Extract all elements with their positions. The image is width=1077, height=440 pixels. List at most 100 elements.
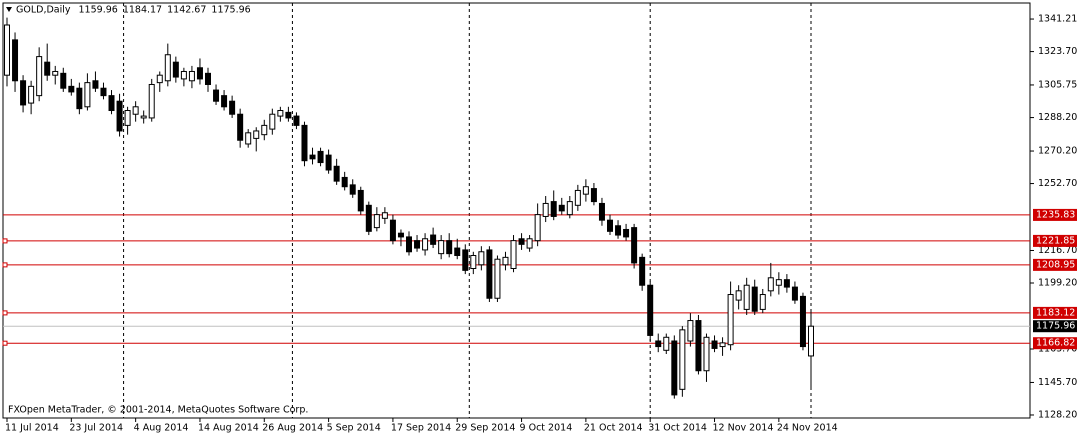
x-tick-label: 23 Jul 2014 [69, 423, 123, 434]
candle-body [333, 165, 340, 182]
candle-body [92, 80, 99, 89]
x-tick-label: 12 Nov 2014 [713, 423, 774, 434]
candle-body [261, 124, 268, 136]
candle-body [108, 95, 115, 112]
level-label-box [1033, 258, 1077, 271]
candle-body [164, 54, 171, 82]
candle-body [494, 258, 501, 299]
candle-body [478, 251, 485, 266]
candle-body [711, 340, 718, 349]
candle-body [293, 115, 300, 126]
candle-body [759, 294, 766, 310]
candle-body [389, 219, 396, 242]
candle-body [12, 39, 19, 82]
level-label-box [1033, 208, 1077, 221]
x-tick-label: 11 Jul 2014 [5, 423, 59, 434]
candle-body [84, 82, 91, 108]
candle-body [679, 329, 686, 390]
candle-body [430, 234, 437, 245]
candle-body [20, 80, 27, 106]
level-label: 1235.83 [1036, 209, 1075, 220]
candle-body [269, 113, 276, 130]
candle-body [124, 110, 131, 126]
candle-body [68, 85, 75, 93]
y-tick-label: 1252.70 [1038, 178, 1077, 189]
y-tick-label: 1323.70 [1038, 46, 1077, 57]
price-label-box [1033, 320, 1077, 333]
candle-body [188, 70, 195, 82]
x-tick-label: 24 Nov 2014 [777, 423, 838, 434]
candle-body [470, 254, 477, 270]
x-tick-label: 5 Sep 2014 [327, 423, 381, 434]
candle-body [317, 150, 324, 164]
candle-body [663, 336, 670, 351]
candle-body [36, 56, 43, 97]
candle-body [719, 342, 726, 348]
candle-body [52, 70, 59, 76]
candle-body [213, 89, 220, 102]
candle-body [116, 100, 123, 132]
candle-body [454, 247, 461, 256]
y-tick-label: 1305.75 [1038, 79, 1077, 90]
candle-body [301, 124, 308, 162]
candle-body [631, 227, 638, 264]
candle-body [221, 95, 228, 108]
candle-body [365, 204, 372, 232]
level-anchor [2, 340, 8, 346]
candle-body [406, 236, 412, 253]
candle-body [44, 61, 51, 76]
y-tick-label: 1199.20 [1038, 278, 1077, 289]
x-tick-label: 21 Oct 2014 [584, 423, 643, 434]
candle-body [60, 72, 67, 89]
candle-body [341, 176, 348, 188]
candle-body [550, 201, 557, 217]
candle-body [502, 256, 509, 266]
candle-body [582, 186, 589, 195]
candle-body [791, 286, 798, 301]
level-anchor [2, 262, 8, 268]
candle-body [510, 240, 517, 270]
candle-body [695, 320, 702, 372]
candle-body [76, 87, 83, 110]
candle-body [325, 154, 332, 171]
candle-body [349, 184, 356, 195]
candle-body [397, 232, 404, 238]
candle-body [4, 24, 10, 76]
candle-body [156, 74, 163, 84]
candle-body [775, 279, 782, 286]
candle-body [647, 284, 654, 336]
candle-body [132, 106, 139, 115]
candle-body [574, 189, 581, 206]
level-label-box [1033, 337, 1077, 350]
candle-body [526, 238, 533, 249]
header-value: 1142.67 [167, 5, 206, 16]
chart-title: GOLD,Daily [16, 5, 71, 16]
candle-body [743, 284, 750, 310]
level-label-box [1033, 306, 1077, 319]
x-tick-label: 26 Aug 2014 [262, 423, 323, 434]
candle-body [655, 340, 662, 348]
level-label: 1221.85 [1036, 235, 1075, 246]
header-value: 1184.17 [123, 5, 162, 16]
candle-body [381, 212, 388, 219]
level-label: 1183.12 [1036, 307, 1075, 318]
candle-body [607, 219, 613, 232]
candle-body [751, 286, 758, 312]
y-tick-label: 1288.20 [1038, 112, 1077, 123]
x-tick-label: 31 Oct 2014 [648, 423, 707, 434]
y-tick-label: 1216.70 [1038, 245, 1077, 256]
candle-body [727, 294, 734, 346]
candle-body [180, 70, 187, 80]
candle-body [309, 154, 316, 160]
candle-body [486, 249, 493, 299]
level-label: 1166.82 [1036, 338, 1075, 349]
candle-body [799, 295, 806, 348]
candle-body [373, 214, 380, 229]
y-tick-label: 1145.70 [1038, 377, 1077, 388]
candle-body [615, 225, 622, 236]
candle-body [229, 100, 236, 115]
level-label-box [1033, 234, 1077, 247]
candle-body [100, 87, 107, 97]
candle-body [28, 85, 35, 104]
